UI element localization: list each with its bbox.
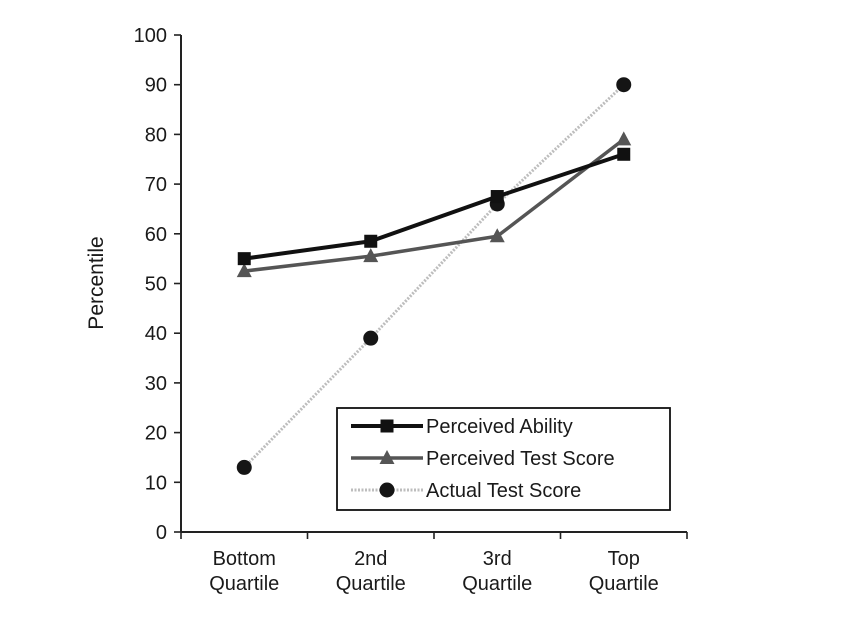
y-tick-label: 10 xyxy=(145,472,167,494)
x-tick-label: 3rd xyxy=(483,548,512,570)
perceived-test-score-point xyxy=(363,248,379,263)
perceived-ability-point xyxy=(490,190,504,204)
perceived-test-score-line xyxy=(244,137,625,273)
actual-test-score-point xyxy=(363,330,379,346)
y-tick-label: 30 xyxy=(145,373,167,395)
actual-test-score-point xyxy=(616,77,632,93)
legend-label: Perceived Ability xyxy=(426,416,573,438)
y-tick-label: 70 xyxy=(145,174,167,196)
x-tick-label: 2nd xyxy=(354,548,387,570)
y-tick-label: 40 xyxy=(145,323,167,345)
legend: Perceived Ability Perceived Test Score Act… xyxy=(336,407,671,511)
x-tick-label: Quartile xyxy=(336,573,406,595)
perceived-test-score-point xyxy=(489,228,505,243)
x-tick-label: Bottom xyxy=(213,548,276,570)
y-axis-label: Percentile xyxy=(85,236,108,329)
legend-marker xyxy=(379,450,395,464)
x-tick-label: Quartile xyxy=(209,573,279,595)
tick-labels: 0 10 20 30 40 50 60 70 80 90 100 Bottom Quartile 2nd Q… xyxy=(134,25,659,595)
perceived-test-score-point xyxy=(236,263,252,278)
perceived-ability-line xyxy=(243,152,625,261)
axes xyxy=(174,34,688,539)
x-tick-label: Quartile xyxy=(462,573,532,595)
perceived-ability-point xyxy=(364,234,378,248)
y-tick-label: 50 xyxy=(145,274,167,296)
y-tick-label: 100 xyxy=(134,25,167,47)
series-actual-test-score xyxy=(236,77,632,475)
actual-test-score-point xyxy=(236,459,252,475)
perceived-ability-point xyxy=(237,252,251,266)
y-tick-label: 0 xyxy=(156,522,167,544)
y-tick-label: 60 xyxy=(145,224,167,246)
legend-label: Perceived Test Score xyxy=(426,448,615,470)
perceived-test-score-point xyxy=(616,131,632,146)
legend-item-perceived-test-score: Perceived Test Score xyxy=(351,448,615,470)
y-tick-label: 80 xyxy=(145,124,167,146)
perceived-ability-point xyxy=(617,147,631,161)
y-tick-label: 20 xyxy=(145,423,167,445)
legend-item-actual-test-score: Actual Test Score xyxy=(351,480,581,502)
series-perceived-test-score xyxy=(236,131,632,278)
series-lines xyxy=(236,77,632,475)
actual-test-score-line xyxy=(243,83,625,469)
series-perceived-ability xyxy=(237,147,631,266)
legend-marker xyxy=(379,482,395,498)
legend-item-perceived-ability: Perceived Ability xyxy=(351,416,573,438)
x-tick-label: Quartile xyxy=(589,573,659,595)
x-tick-label: Top xyxy=(608,548,640,570)
y-tick-label: 90 xyxy=(145,75,167,97)
legend-marker xyxy=(380,419,394,433)
legend-label: Actual Test Score xyxy=(426,480,581,502)
